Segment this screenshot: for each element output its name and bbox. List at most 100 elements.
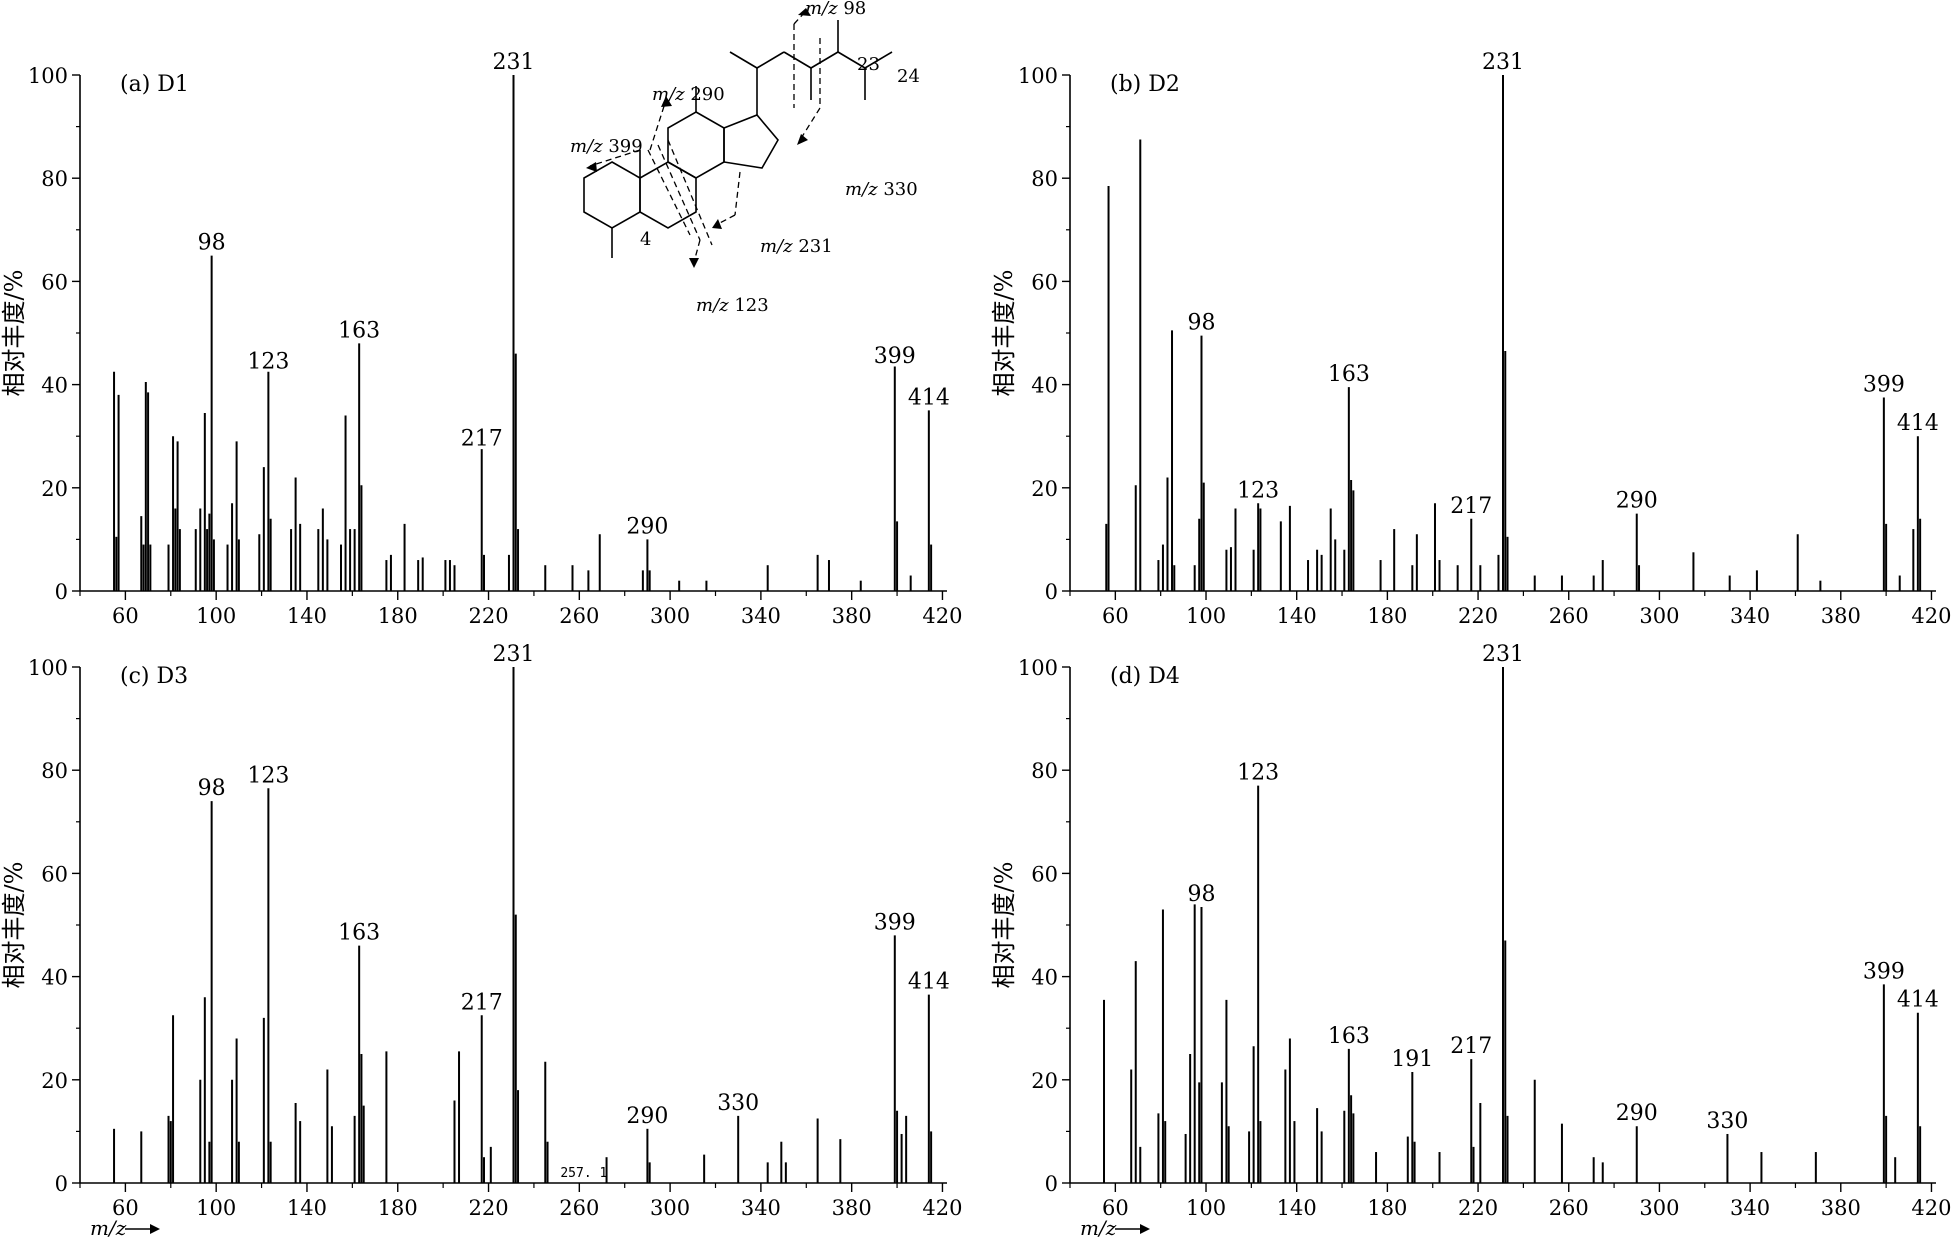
x-tick-label: 420 <box>1911 604 1951 628</box>
y-axis-label: 相对丰度/% <box>0 862 28 989</box>
x-tick-label: 180 <box>1367 604 1407 628</box>
fragment-label-330: m/z 330 <box>845 179 918 200</box>
position-label-4: 4 <box>640 229 651 250</box>
x-tick-label: 420 <box>1911 1196 1951 1220</box>
peak-label: 217 <box>1450 1034 1492 1059</box>
x-tick-label: 140 <box>287 604 327 628</box>
x-tick-label: 140 <box>1277 604 1317 628</box>
y-tick-label: 20 <box>1031 1069 1058 1093</box>
panel-label: (a) D1 <box>120 72 189 97</box>
x-tick-label: 220 <box>468 604 508 628</box>
y-tick-label: 20 <box>41 477 68 501</box>
x-tick-label: 180 <box>1367 1196 1407 1220</box>
y-tick-label: 20 <box>1031 477 1058 501</box>
peak-label: 290 <box>1616 1101 1658 1126</box>
peak-label: 163 <box>338 318 380 343</box>
ring-a <box>583 161 641 229</box>
spectrum-panel-3: 0 20 40 60 80 100 60 100 140 180 220 260 300 340 380 42… <box>0 642 963 1220</box>
peak-bars <box>1103 667 1922 1183</box>
ring-b <box>639 161 697 229</box>
peak-label: 414 <box>1897 988 1939 1013</box>
x-tick-label: 100 <box>1186 1196 1226 1220</box>
x-tick-label: 100 <box>1186 604 1226 628</box>
x-tick-label: 260 <box>559 604 599 628</box>
x-tick-label: 340 <box>1730 1196 1770 1220</box>
peak-label: 163 <box>338 921 380 946</box>
x-tick-label: 380 <box>1821 604 1861 628</box>
peak-label: 123 <box>1237 761 1279 786</box>
peak-label: 231 <box>493 642 535 667</box>
y-tick-label: 40 <box>1031 374 1058 398</box>
x-tick-label: 220 <box>1458 1196 1498 1220</box>
position-label-23: 23 <box>857 54 880 75</box>
y-tick-label: 100 <box>1018 656 1058 680</box>
peak-label: 399 <box>874 910 916 935</box>
y-tick-label: 60 <box>1031 270 1058 294</box>
svg-text:m/z: m/z <box>1080 1216 1117 1239</box>
peak-label: 414 <box>908 970 950 995</box>
x-tick-label: 260 <box>1549 1196 1589 1220</box>
peak-label: 217 <box>1450 494 1492 519</box>
molecular-structure-diagram <box>583 8 893 268</box>
position-label-24: 24 <box>897 66 920 87</box>
x-tick-label: 260 <box>559 1196 599 1220</box>
y-tick-label: 60 <box>41 270 68 294</box>
peak-label: 123 <box>247 349 289 374</box>
y-tick-label: 20 <box>41 1069 68 1093</box>
peak-bars <box>1105 75 1922 591</box>
peak-label: 191 <box>1391 1047 1433 1072</box>
fragment-label-98: m/z 98 <box>805 0 866 19</box>
y-tick-label: 100 <box>1018 64 1058 88</box>
x-tick-label: 340 <box>741 1196 781 1220</box>
x-tick-label: 220 <box>1458 604 1498 628</box>
peak-label: 98 <box>1187 882 1215 907</box>
peak-label: 123 <box>1237 478 1279 503</box>
y-tick-label: 0 <box>1045 580 1058 604</box>
y-tick-label: 100 <box>28 656 68 680</box>
svg-text:m/z: m/z <box>90 1216 127 1239</box>
x-tick-label: 140 <box>1277 1196 1317 1220</box>
y-tick-label: 80 <box>1031 167 1058 191</box>
x-tick-label: 340 <box>1730 604 1770 628</box>
y-tick-label: 0 <box>1045 1172 1058 1196</box>
peak-label: 98 <box>198 776 226 801</box>
x-axis-caption-right: m/z <box>1080 1216 1150 1239</box>
peak-label: 399 <box>1863 959 1905 984</box>
y-tick-label: 80 <box>41 759 68 783</box>
x-tick-label: 300 <box>650 1196 690 1220</box>
x-tick-label: 300 <box>1639 604 1679 628</box>
x-tick-label: 140 <box>287 1196 327 1220</box>
peak-bars <box>113 667 933 1183</box>
panel-label: (b) D2 <box>1110 72 1180 97</box>
y-tick-label: 0 <box>55 1172 68 1196</box>
y-tick-label: 80 <box>41 167 68 191</box>
y-tick-label: 60 <box>41 862 68 886</box>
peak-label: 217 <box>461 427 503 452</box>
ring-c <box>667 111 725 179</box>
x-tick-label: 220 <box>468 1196 508 1220</box>
y-tick-label: 100 <box>28 64 68 88</box>
peak-label: 217 <box>461 990 503 1015</box>
peak-label: 98 <box>1187 311 1215 336</box>
peak-label: 290 <box>626 514 668 539</box>
y-tick-label: 40 <box>1031 966 1058 990</box>
peak-label: 414 <box>1897 411 1939 436</box>
peak-label: 123 <box>247 763 289 788</box>
peak-bars <box>113 75 933 591</box>
y-tick-label: 60 <box>1031 862 1058 886</box>
x-tick-label: 420 <box>922 604 962 628</box>
peak-label: 399 <box>1863 373 1905 398</box>
x-tick-label: 260 <box>1549 604 1589 628</box>
x-tick-label: 60 <box>1102 604 1129 628</box>
y-tick-label: 80 <box>1031 759 1058 783</box>
fragment-label-123: m/z 123 <box>696 295 769 316</box>
y-tick-label: 40 <box>41 966 68 990</box>
x-tick-label: 60 <box>112 1196 139 1220</box>
peak-label: 231 <box>493 50 535 75</box>
x-tick-label: 380 <box>832 604 872 628</box>
peak-label: 231 <box>1482 642 1524 667</box>
x-tick-label: 300 <box>650 604 690 628</box>
fragment-label-399: m/z 399 <box>570 136 643 157</box>
